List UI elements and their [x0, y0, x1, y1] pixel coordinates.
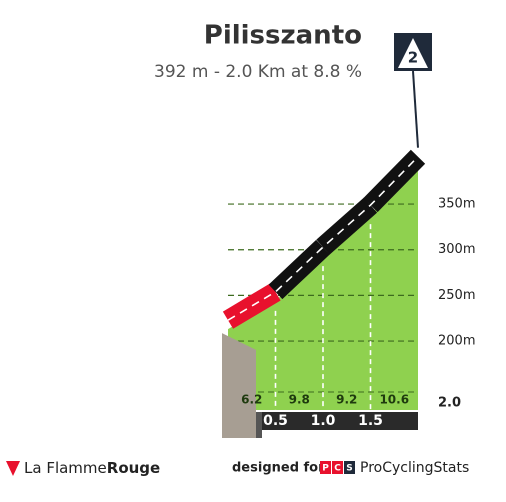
summit-pole — [412, 70, 419, 148]
brand-text: La Flamme — [24, 459, 107, 477]
gradient-label: 9.2 — [336, 393, 357, 407]
pcs-letter: C — [334, 464, 341, 474]
badge-label: 2 — [408, 49, 418, 67]
distance-bar — [228, 412, 418, 430]
x-tick-label: 1.5 — [358, 413, 383, 429]
pcs-box — [332, 461, 343, 474]
badge-triangle — [398, 38, 428, 68]
y-tick-label: 350m — [438, 197, 475, 212]
brand: La FlammeRouge — [24, 459, 160, 477]
pcs-box — [344, 461, 355, 474]
gradient-label: 9.8 — [289, 393, 310, 407]
category-badge: 2 — [394, 33, 432, 71]
distance-label: 2.0 — [438, 396, 461, 411]
gradient-label: 10.6 — [379, 393, 409, 407]
footer: La FlammeRouge designed for P C S ProCyc… — [6, 459, 469, 477]
plot: 200m 250m 300m 350m 2.0 0.5 1.0 1.5 6.2 9.8 9.2 10.… — [222, 70, 475, 438]
x-tick-label: 0.5 — [263, 413, 288, 429]
gradient-label: 6.2 — [241, 393, 262, 407]
chart-title: Pilisszanto — [204, 21, 362, 51]
designed-for: designed for — [232, 461, 325, 476]
pcs-box — [320, 461, 331, 474]
x-tick-label: 1.0 — [311, 413, 336, 429]
pcs-letter: S — [346, 464, 352, 474]
side-bottom — [256, 412, 262, 438]
y-tick-label: 300m — [438, 242, 475, 257]
y-tick-label: 200m — [438, 334, 475, 349]
brand-icon — [6, 461, 20, 476]
site: ProCyclingStats — [360, 460, 469, 476]
pcs-letter: P — [322, 464, 329, 474]
side-face — [222, 333, 256, 438]
y-tick-label: 250m — [438, 288, 475, 303]
brand-bold: Rouge — [107, 459, 160, 477]
subtitle: 392 m - 2.0 Km at 8.8 % — [154, 62, 362, 82]
